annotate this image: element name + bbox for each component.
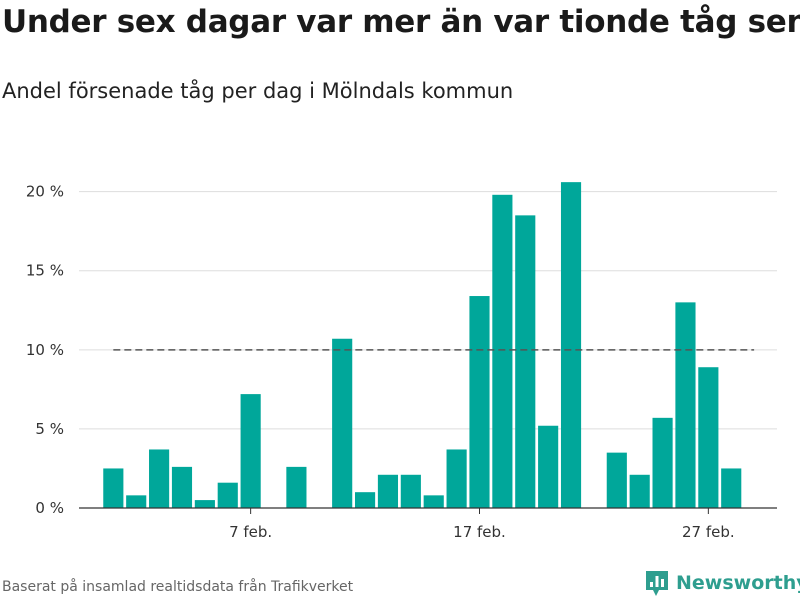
- bar: [377, 474, 399, 508]
- y-tick-label: 5 %: [35, 420, 64, 438]
- x-tick-label: 27 feb.: [682, 523, 735, 541]
- bar: [606, 452, 627, 508]
- bar: [332, 338, 353, 508]
- bar: [217, 482, 238, 508]
- source-note: Baserat på insamlad realtidsdata från Tr…: [2, 579, 354, 595]
- bar: [171, 466, 193, 508]
- bar: [423, 495, 444, 508]
- logo-text: Newsworthy: [676, 572, 800, 594]
- y-tick-label: 15 %: [26, 262, 64, 280]
- chart-subtitle: Andel försenade tåg per dag i Mölndals k…: [2, 79, 514, 103]
- bar: [240, 394, 261, 508]
- bar: [698, 367, 719, 508]
- bar: [400, 474, 421, 508]
- bar: [469, 296, 490, 508]
- y-tick-label: 0 %: [35, 499, 64, 517]
- bar: [721, 468, 742, 508]
- bar: [560, 182, 582, 509]
- bar: [492, 194, 513, 509]
- y-axis-labels: 0 % 5 % 10 % 15 % 20 %: [26, 183, 64, 517]
- y-tick-label: 10 %: [26, 341, 64, 359]
- x-tick-label: 7 feb.: [229, 523, 272, 541]
- x-tick-label: 17 feb.: [453, 523, 506, 541]
- bar: [354, 492, 376, 508]
- bar: [652, 417, 673, 508]
- grid-lines: [79, 191, 777, 430]
- bar: [675, 302, 696, 508]
- bars: [103, 182, 742, 509]
- bar: [103, 468, 124, 508]
- bar: [515, 215, 536, 508]
- bar: [149, 449, 170, 508]
- bar: [629, 474, 650, 508]
- bar: [446, 449, 467, 508]
- newsworthy-logo: Newsworthy: [644, 568, 800, 598]
- bar: [126, 495, 147, 508]
- x-axis: 7 feb. 17 feb. 27 feb.: [79, 507, 777, 541]
- chart-title: Under sex dagar var mer än var tionde tå…: [2, 4, 800, 40]
- bar: [538, 425, 559, 508]
- newsworthy-bar-chart-icon: [646, 571, 668, 596]
- y-tick-label: 20 %: [26, 183, 64, 201]
- bar: [286, 466, 307, 508]
- bar: [194, 500, 215, 508]
